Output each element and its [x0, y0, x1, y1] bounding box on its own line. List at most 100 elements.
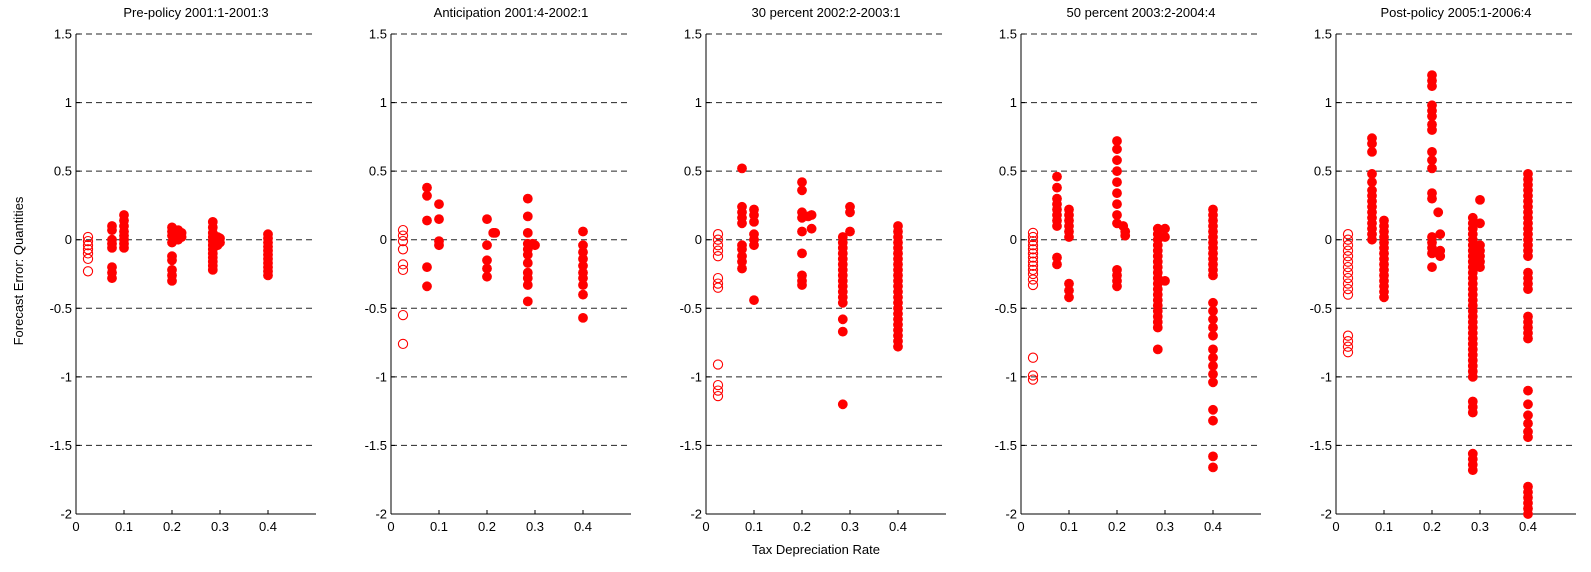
data-point-filled [578, 312, 588, 323]
data-point-open [1027, 352, 1039, 363]
data-point-filled [1427, 111, 1437, 122]
data-point-open [1027, 370, 1039, 381]
data-point-filled [1064, 232, 1074, 242]
data-point-filled [1379, 292, 1389, 303]
data-point-filled [1523, 509, 1533, 519]
data-point-filled [737, 218, 747, 229]
data-point-open [1027, 256, 1039, 267]
data-point-open [1027, 268, 1039, 280]
panel-title: 50 percent 2003:2-2004:4 [1067, 5, 1216, 20]
y-tick-label: 0 [1010, 232, 1017, 247]
y-tick-label: 1.5 [1314, 27, 1332, 42]
data-point-filled [1523, 432, 1533, 443]
data-point-filled [434, 214, 444, 224]
panel-title: Post-policy 2005:1-2006:4 [1380, 5, 1531, 20]
data-point-filled [1208, 306, 1218, 316]
data-point-open [1342, 234, 1354, 245]
data-point-open [712, 282, 724, 293]
x-tick-label: 0.2 [793, 519, 811, 534]
data-point-open [712, 272, 724, 284]
data-point-open [712, 278, 724, 289]
data-point-filled [1112, 281, 1122, 292]
data-point-filled [490, 227, 501, 238]
data-point-filled [522, 258, 533, 268]
data-point-filled [215, 237, 225, 248]
x-tick-label: 0 [72, 519, 79, 534]
data-point-filled [530, 240, 540, 251]
data-point-filled [797, 185, 807, 196]
y-tick-label: -1.5 [680, 438, 702, 453]
data-point-filled [797, 248, 807, 259]
data-point-open [1027, 248, 1039, 259]
data-point-open [1342, 272, 1354, 284]
y-tick-label: -0.5 [1310, 301, 1332, 316]
data-point-filled [837, 297, 848, 308]
y-tick-label: -2 [1005, 507, 1017, 522]
data-point-filled [1112, 177, 1122, 187]
data-point-filled [434, 240, 444, 251]
data-point-filled [1064, 292, 1074, 303]
x-tick-label: 0.1 [745, 519, 763, 534]
data-point-open [1027, 260, 1039, 271]
panel-title: Anticipation 2001:4-2002:1 [434, 5, 589, 20]
data-point-filled [1523, 385, 1533, 396]
y-tick-label: -1 [60, 369, 72, 384]
data-point-filled [1152, 344, 1163, 355]
data-point-filled [1467, 465, 1478, 475]
data-point-filled [578, 280, 588, 290]
y-tick-label: -1.5 [365, 438, 387, 453]
data-point-filled [1475, 218, 1485, 229]
data-point-filled [1112, 155, 1122, 166]
data-point-filled [1208, 415, 1218, 426]
data-point-filled [1427, 146, 1437, 157]
data-point-filled [1427, 155, 1437, 166]
data-point-open [397, 259, 409, 270]
data-point-filled [1475, 194, 1485, 205]
data-point-open [397, 338, 409, 350]
y-tick-label: -1 [375, 369, 387, 384]
scatter-panel-5: Post-policy 2005:1-2006:4 -2 -1.5 -1 -0.5 0 0.… [1310, 5, 1576, 534]
data-point-filled [482, 271, 492, 282]
x-tick-label: 0.2 [1423, 519, 1441, 534]
y-tick-label: 0.5 [369, 164, 387, 179]
data-point-open [1342, 267, 1354, 278]
data-point-open [1342, 240, 1354, 251]
data-point-filled [845, 226, 855, 237]
data-point-filled [797, 280, 807, 290]
data-point-open [1342, 330, 1354, 341]
data-point-filled [1112, 199, 1122, 209]
data-point-filled [806, 223, 817, 234]
y-tick-label: 1.5 [999, 27, 1017, 42]
data-point-filled [1475, 262, 1485, 272]
scatter-panel-3: 30 percent 2002:2-2003:1 -2 -1.5 -1 -0.5 0 0.5… [680, 5, 946, 534]
data-point-filled [422, 182, 432, 193]
data-point-filled [837, 326, 848, 337]
y-tick-label: 1 [1325, 95, 1332, 110]
y-tick-label: 1.5 [54, 27, 72, 42]
data-point-open [1027, 227, 1039, 239]
data-point-open [1027, 252, 1039, 263]
x-tick-label: 0.4 [259, 519, 277, 534]
x-tick-label: 0.1 [1375, 519, 1393, 534]
y-tick-label: -2 [1320, 507, 1332, 522]
data-point-filled [1427, 81, 1437, 91]
data-point-filled [1427, 248, 1437, 259]
data-point-filled [1208, 462, 1218, 473]
data-point-filled [837, 399, 848, 410]
data-point-open [82, 231, 94, 243]
data-point-filled [737, 263, 747, 274]
x-tick-label: 0.3 [526, 519, 544, 534]
data-point-filled [1367, 146, 1377, 157]
data-point-open [1342, 289, 1354, 300]
data-point-open [1342, 256, 1354, 267]
data-point-filled [1160, 275, 1170, 286]
data-point-filled [207, 264, 218, 275]
data-point-open [397, 309, 409, 321]
data-point-open [1342, 261, 1354, 273]
y-tick-label: 1.5 [684, 27, 702, 42]
data-point-filled [1152, 322, 1163, 333]
y-tick-label: 0.5 [1314, 164, 1332, 179]
data-point-filled [482, 255, 492, 266]
data-point-open [1342, 341, 1354, 352]
data-point-open [1027, 244, 1039, 255]
